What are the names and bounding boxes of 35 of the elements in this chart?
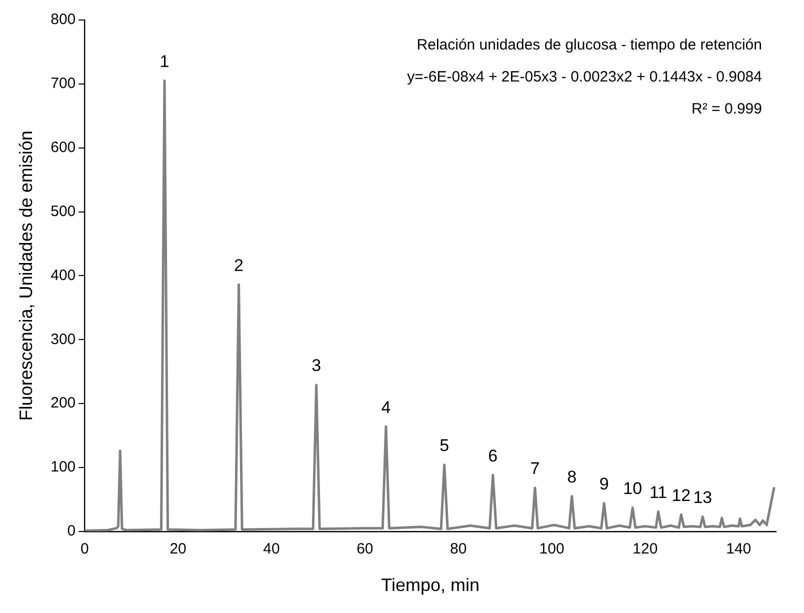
annotation: 6 <box>488 446 498 466</box>
annotation: 9 <box>599 474 609 494</box>
annotation: 3 <box>312 356 322 376</box>
y-axis-title: Fluorescencia, Unidades de emisión <box>16 130 36 421</box>
x-tick-label: 40 <box>263 540 280 558</box>
y-tick-label: 700 <box>50 75 76 92</box>
x-tick-label: 20 <box>170 540 186 558</box>
x-tick-label: 80 <box>450 540 467 558</box>
annotation: 7 <box>530 459 540 478</box>
x-tick-label: 0 <box>80 540 89 558</box>
y-tick-label: 200 <box>50 394 76 412</box>
y-tick-label: 0 <box>67 522 76 540</box>
y-tick-label: 800 <box>50 11 76 28</box>
y-tick-label: 500 <box>50 202 76 220</box>
y-tick-label: 400 <box>50 266 76 284</box>
annotation: y=-6E-08x4 + 2E-05x3 - 0.0023x2 + 0.1443x - 0.9084 <box>407 68 762 86</box>
y-tick-label: 600 <box>50 138 76 156</box>
annotation: 8 <box>567 467 577 486</box>
annotation: 12 <box>672 486 691 505</box>
annotation: 4 <box>381 398 391 417</box>
x-tick-label: 100 <box>539 540 564 558</box>
annotation: 10 <box>623 478 642 498</box>
y-tick-label: 300 <box>50 330 76 348</box>
x-tick-label: 60 <box>356 540 374 558</box>
x-tick-label: 140 <box>726 540 752 558</box>
y-tick-label: 100 <box>50 458 76 476</box>
annotation: 2 <box>234 256 244 275</box>
annotation: 13 <box>693 488 712 507</box>
annotation: 11 <box>649 482 668 502</box>
annotation: R² = 0.999 <box>692 100 762 118</box>
x-axis-title: Tiempo, min <box>381 575 480 596</box>
x-tick-label: 120 <box>632 540 658 558</box>
annotation: 1 <box>160 52 170 71</box>
annotation: Relación unidades de glucosa - tiempo de retención <box>416 36 762 54</box>
annotation: 5 <box>440 436 450 456</box>
